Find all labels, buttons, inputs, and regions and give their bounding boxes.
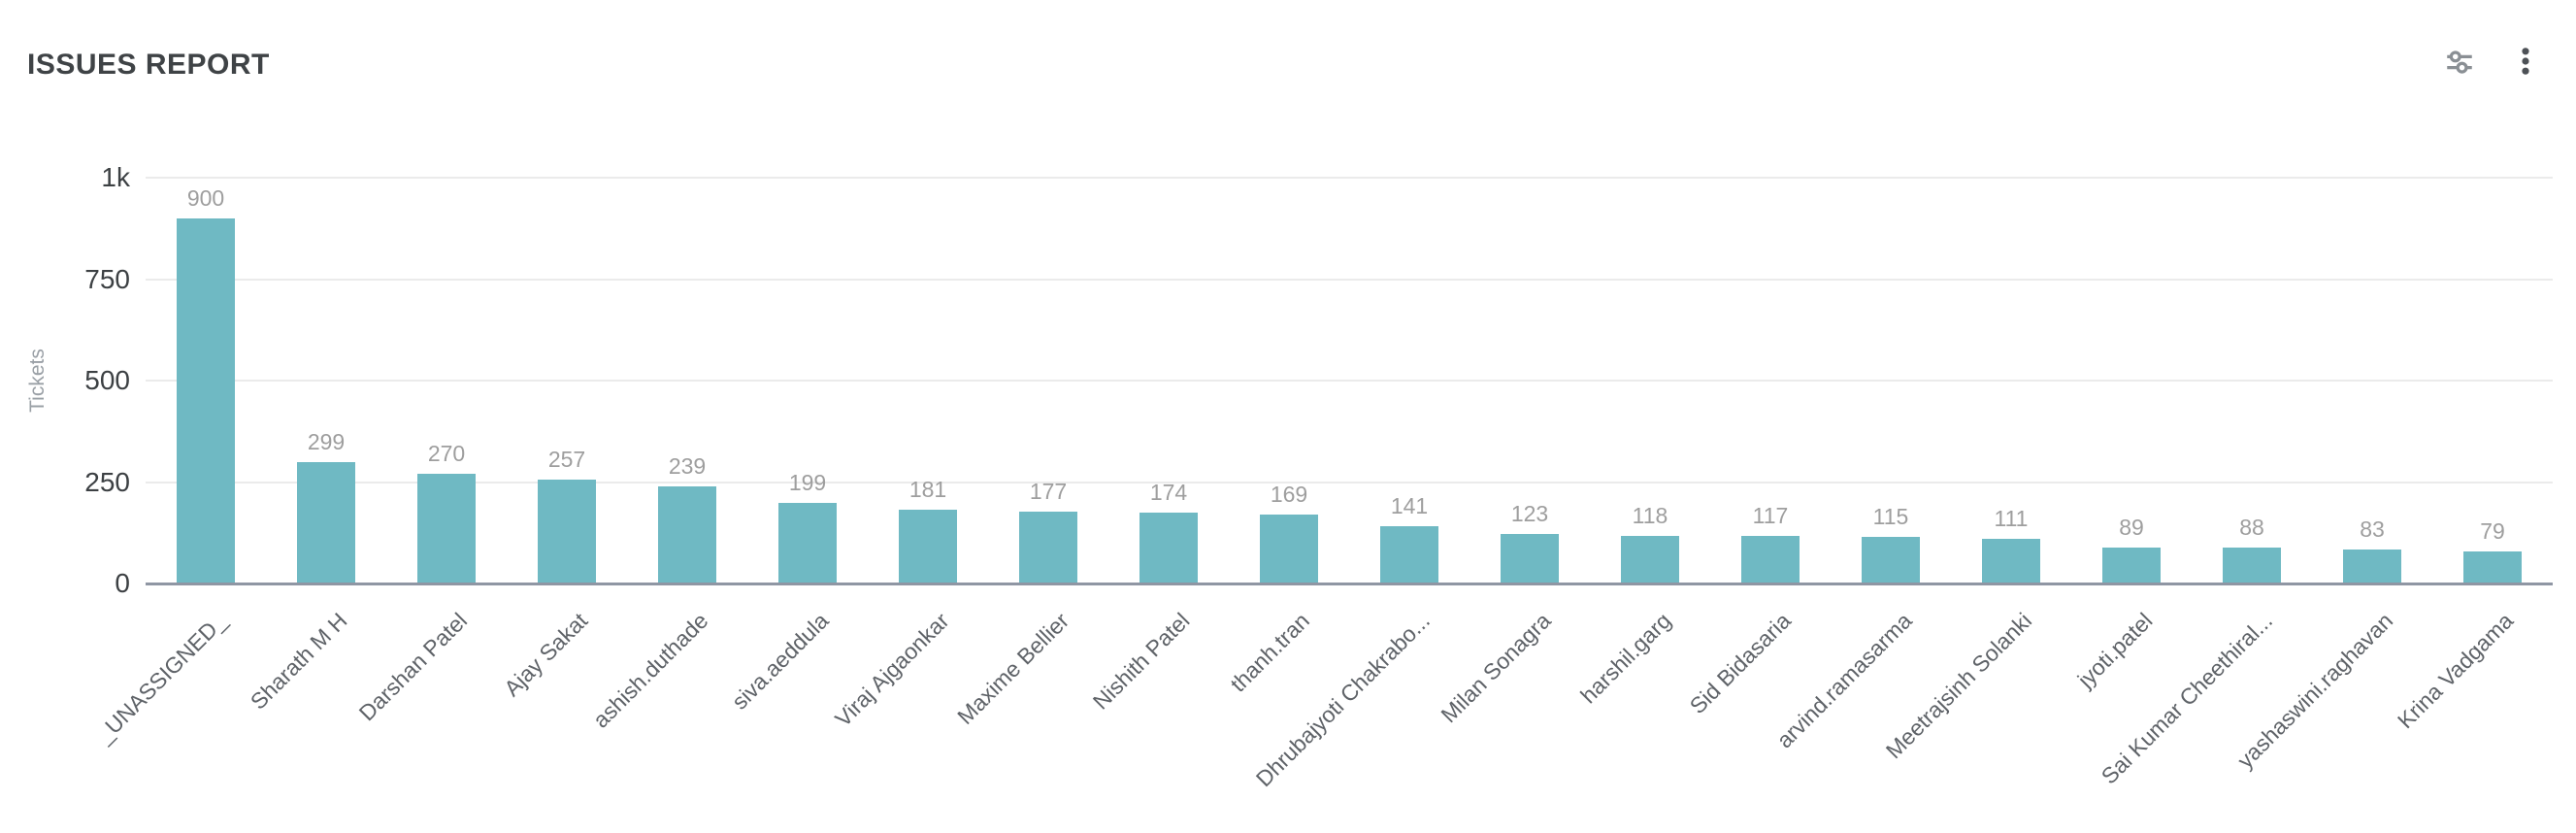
more-options-icon bbox=[2508, 44, 2543, 83]
bar-value-label: 239 bbox=[668, 453, 707, 480]
category-label: ashish.duthade bbox=[587, 608, 713, 733]
bar-value-label: 79 bbox=[2480, 517, 2505, 544]
bar-value-label: 123 bbox=[1510, 500, 1549, 526]
y-tick-label: 250 bbox=[84, 466, 130, 497]
bar-value-label: 181 bbox=[908, 477, 947, 503]
bar-value-label: 111 bbox=[1994, 505, 2029, 531]
filter-settings-button[interactable] bbox=[2440, 45, 2479, 83]
bar[interactable] bbox=[1982, 538, 2040, 583]
bar[interactable] bbox=[1019, 512, 1077, 583]
bar[interactable] bbox=[297, 462, 355, 583]
category-label: Sharath M H bbox=[245, 608, 352, 715]
bar[interactable] bbox=[2463, 550, 2522, 583]
bar[interactable] bbox=[1621, 535, 1679, 583]
bar[interactable] bbox=[1862, 536, 1920, 583]
bar[interactable] bbox=[538, 479, 596, 583]
category-label: jyoti.patel bbox=[2072, 608, 2158, 693]
x-axis-line bbox=[146, 583, 2553, 585]
category-label: Krina Vadgama bbox=[2393, 608, 2519, 734]
category-label: Milan Sonagra bbox=[1436, 608, 1556, 728]
bar-value-label: 199 bbox=[788, 469, 827, 495]
bar-value-label: 115 bbox=[1872, 503, 1909, 529]
page-title: ISSUES REPORT bbox=[27, 49, 270, 81]
category-label: Viraj Ajgaonkar bbox=[829, 608, 954, 732]
bar[interactable] bbox=[778, 502, 837, 583]
bar-value-label: 141 bbox=[1390, 493, 1429, 519]
y-tick-label: 0 bbox=[115, 568, 130, 598]
y-tick-label: 500 bbox=[84, 365, 130, 395]
more-options-button[interactable] bbox=[2506, 44, 2545, 83]
bar-value-label: 299 bbox=[307, 429, 346, 455]
bar[interactable] bbox=[1380, 526, 1438, 583]
y-tick-label: 750 bbox=[84, 263, 130, 294]
gridline bbox=[146, 177, 2553, 179]
bar-value-label: 177 bbox=[1029, 479, 1068, 504]
bar-value-label: 89 bbox=[2119, 514, 2144, 540]
bar-value-label: 174 bbox=[1149, 480, 1188, 506]
bar-value-label: 900 bbox=[186, 184, 225, 211]
bar-value-label: 169 bbox=[1270, 482, 1308, 508]
category-label: Ajay Sakat bbox=[499, 608, 593, 702]
bar-value-label: 257 bbox=[547, 446, 586, 472]
bar-value-label: 117 bbox=[1752, 503, 1789, 529]
gridline bbox=[146, 380, 2553, 382]
category-label: siva.aeddula bbox=[726, 608, 834, 715]
bar[interactable] bbox=[899, 510, 957, 583]
category-label: thanh.tran bbox=[1225, 608, 1315, 697]
gridline bbox=[146, 278, 2553, 281]
bar[interactable] bbox=[2343, 550, 2401, 583]
category-label: Darshan Patel bbox=[353, 608, 473, 726]
bar[interactable] bbox=[2223, 548, 2281, 583]
bar[interactable] bbox=[658, 486, 716, 583]
bar-value-label: 270 bbox=[427, 441, 466, 467]
category-label: Sid Bidasaria bbox=[1685, 608, 1797, 719]
bar[interactable] bbox=[2102, 547, 2161, 583]
bar[interactable] bbox=[1741, 536, 1800, 583]
category-label: harshil.garg bbox=[1575, 608, 1676, 709]
filter-settings-icon bbox=[2443, 46, 2476, 83]
category-label: Maxime Bellier bbox=[952, 608, 1074, 730]
bar[interactable] bbox=[1139, 513, 1198, 583]
y-tick-label: 1k bbox=[101, 162, 130, 192]
bar[interactable] bbox=[1260, 515, 1318, 583]
bar[interactable] bbox=[417, 474, 476, 583]
bar[interactable] bbox=[177, 217, 235, 583]
bar[interactable] bbox=[1501, 533, 1559, 583]
category-label: Nishith Patel bbox=[1087, 608, 1195, 715]
bar-value-label: 83 bbox=[2360, 516, 2385, 543]
bar-value-label: 118 bbox=[1632, 502, 1668, 528]
gridline bbox=[146, 481, 2553, 483]
category-label: _UNASSIGNED_ bbox=[91, 608, 232, 749]
bar-value-label: 88 bbox=[2239, 515, 2264, 541]
